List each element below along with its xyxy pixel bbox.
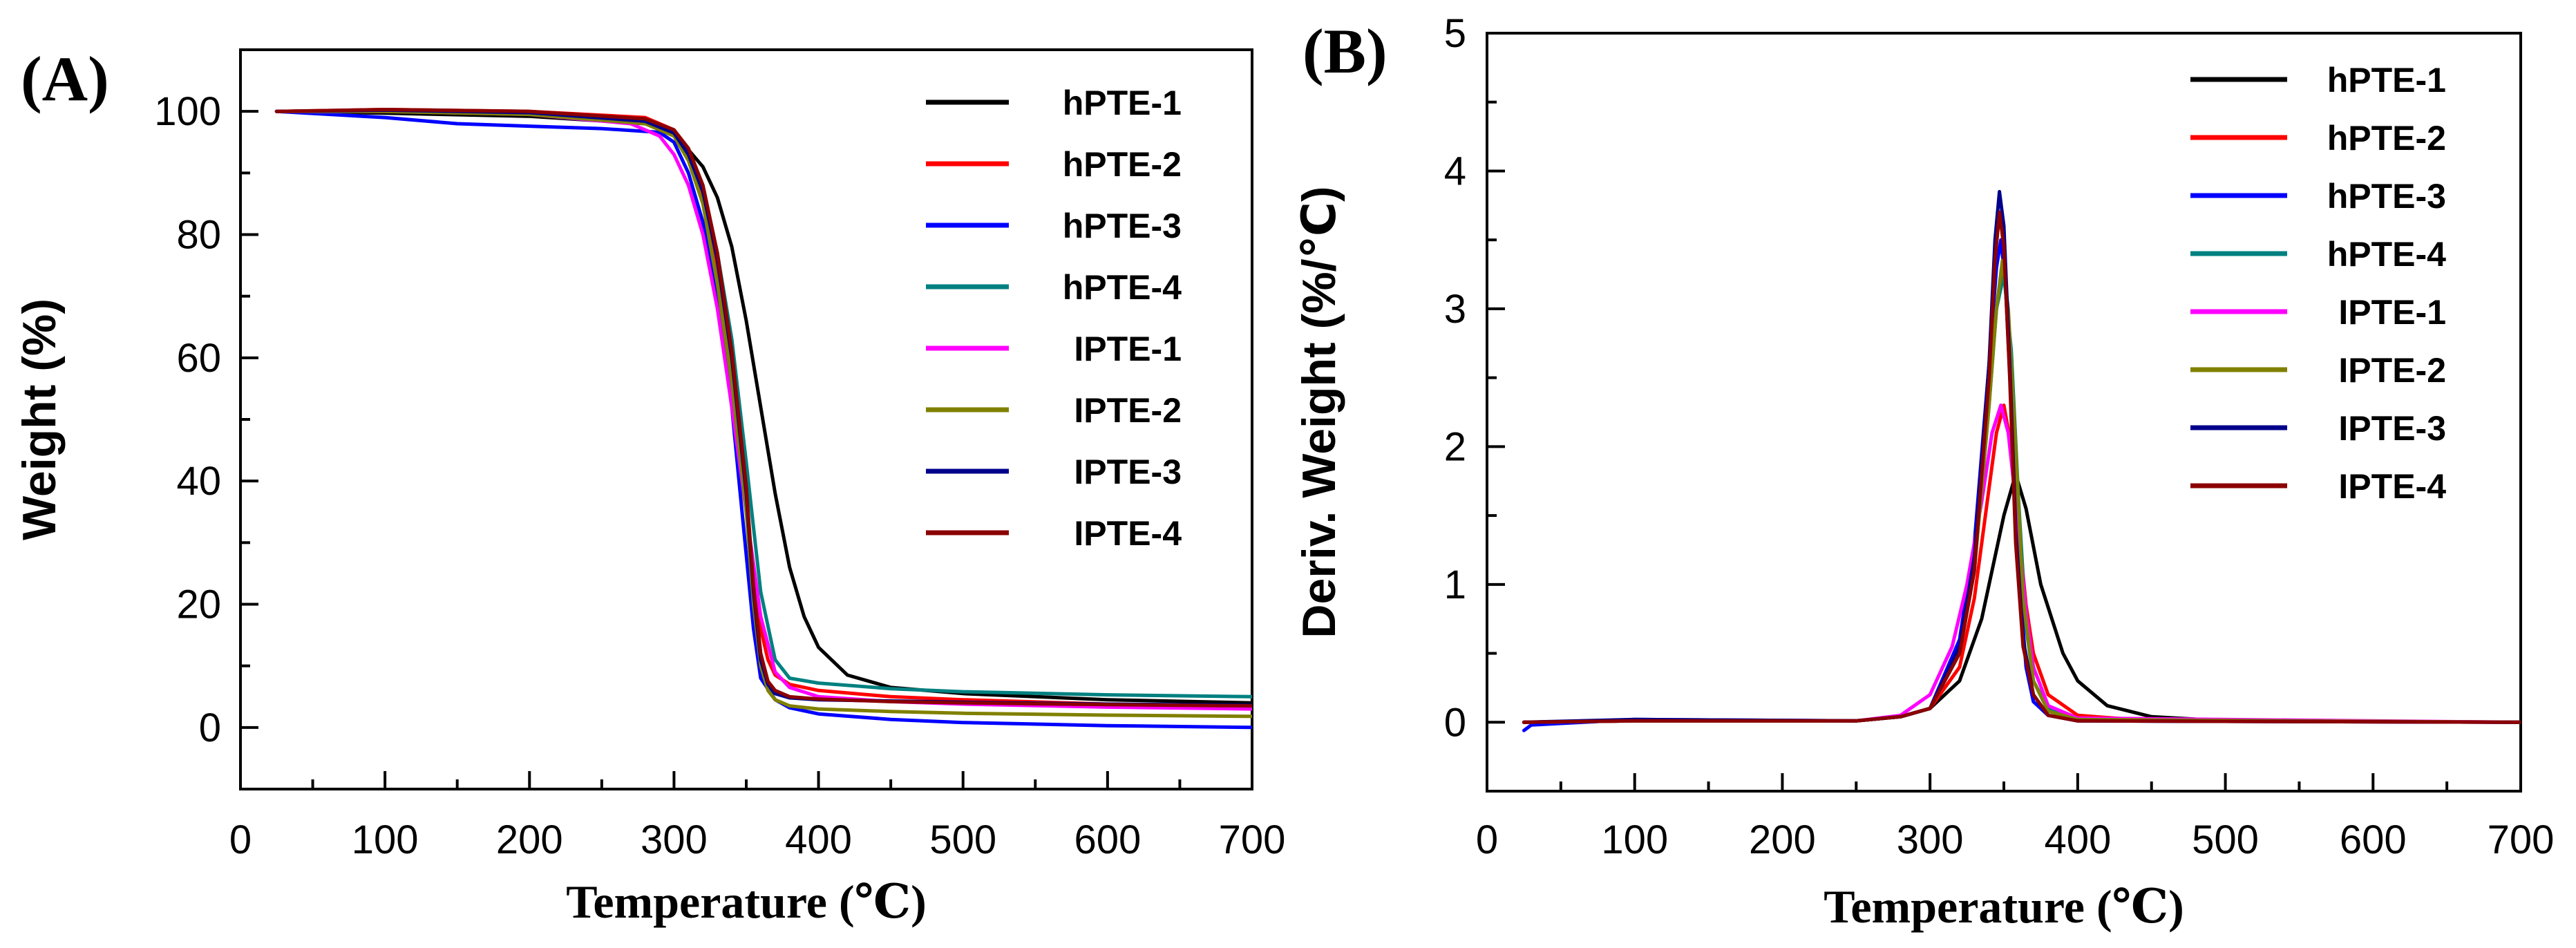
legend-label: IPTE-2 [2338, 351, 2446, 390]
y-tick-label: 40 [176, 459, 221, 504]
y-tick-label: 20 [176, 582, 221, 627]
panel-b-derivative-weight: 0 100 200 300 400 500 600 700 0 1 2 3 4 5 Temperature … [1293, 11, 2554, 933]
x-tick-label: 100 [352, 817, 419, 862]
y-tick-label: 3 [1444, 287, 1466, 332]
x-tick-label: 600 [1074, 817, 1141, 862]
y-tick-label: 1 [1444, 562, 1466, 607]
y-tick-label: 4 [1444, 149, 1466, 193]
x-tick-label: 0 [229, 817, 252, 862]
y-tick-label: 60 [176, 336, 221, 381]
series-line-ipte-4 [1522, 210, 2521, 724]
legend-label: hPTE-1 [1063, 84, 1182, 122]
legend-label: hPTE-4 [1063, 268, 1182, 307]
x-tick-label: 200 [496, 817, 563, 862]
x-tick-label: 700 [2488, 817, 2555, 862]
legend-label: IPTE-3 [1074, 453, 1182, 491]
legend-label: IPTE-2 [1074, 391, 1182, 430]
legend-label: hPTE-1 [2327, 61, 2446, 99]
series-line-ipte-4 [274, 108, 1252, 708]
legend-label: hPTE-4 [2327, 235, 2446, 274]
x-tick-label: 300 [641, 817, 708, 862]
y-tick-label: 80 [176, 213, 221, 258]
x-axis-title: Temperature (℃) [566, 875, 927, 928]
legend-label: IPTE-1 [1074, 330, 1182, 368]
legend: hPTE-1 hPTE-2 hPTE-3 hPTE-4 IPTE-1 IPTE-2 IPTE… [2190, 61, 2446, 506]
legend-label: IPTE-4 [1074, 514, 1182, 553]
legend-label: hPTE-2 [2327, 119, 2446, 158]
y-tick-label: 5 [1444, 11, 1466, 56]
x-tick-label: 100 [1601, 817, 1668, 862]
y-tick-label: 2 [1444, 424, 1466, 469]
x-tick-label: 0 [1476, 817, 1498, 862]
y-tick-label: 0 [1444, 700, 1466, 745]
x-tick-label: 500 [929, 817, 996, 862]
legend-label: hPTE-3 [1063, 207, 1182, 245]
legend-label: IPTE-3 [2338, 409, 2446, 448]
x-axis-title: Temperature (℃) [1824, 880, 2184, 933]
series-group [1522, 189, 2521, 732]
legend-label: IPTE-4 [2338, 467, 2446, 506]
legend: hPTE-1 hPTE-2 hPTE-3 hPTE-4 IPTE-1 IPTE-2 IPTE… [926, 84, 1182, 553]
x-tick-label: 700 [1219, 817, 1286, 862]
panel-label: (A) [21, 44, 109, 114]
x-tick-label: 400 [785, 817, 852, 862]
legend-label: hPTE-3 [2327, 177, 2446, 216]
y-axis-title: Deriv. Weight (%/℃) [1293, 186, 1345, 638]
x-tick-label: 300 [1897, 817, 1964, 862]
x-tick-label: 200 [1749, 817, 1816, 862]
series-group [274, 108, 1252, 730]
legend-label: IPTE-1 [2338, 293, 2446, 332]
x-tick-label: 600 [2340, 817, 2407, 862]
x-tick-label: 500 [2192, 817, 2259, 862]
y-tick-label: 100 [154, 89, 221, 134]
panel-a-weight-loss: 0 100 200 300 400 500 600 700 0 20 40 60 80 100 Temper… [13, 44, 1285, 928]
y-tick-label: 0 [199, 705, 221, 750]
x-tick-label: 400 [2044, 817, 2111, 862]
panel-label: (B) [1303, 16, 1388, 86]
legend-label: hPTE-2 [1063, 145, 1182, 184]
y-axis-title: Weight (%) [13, 298, 66, 540]
